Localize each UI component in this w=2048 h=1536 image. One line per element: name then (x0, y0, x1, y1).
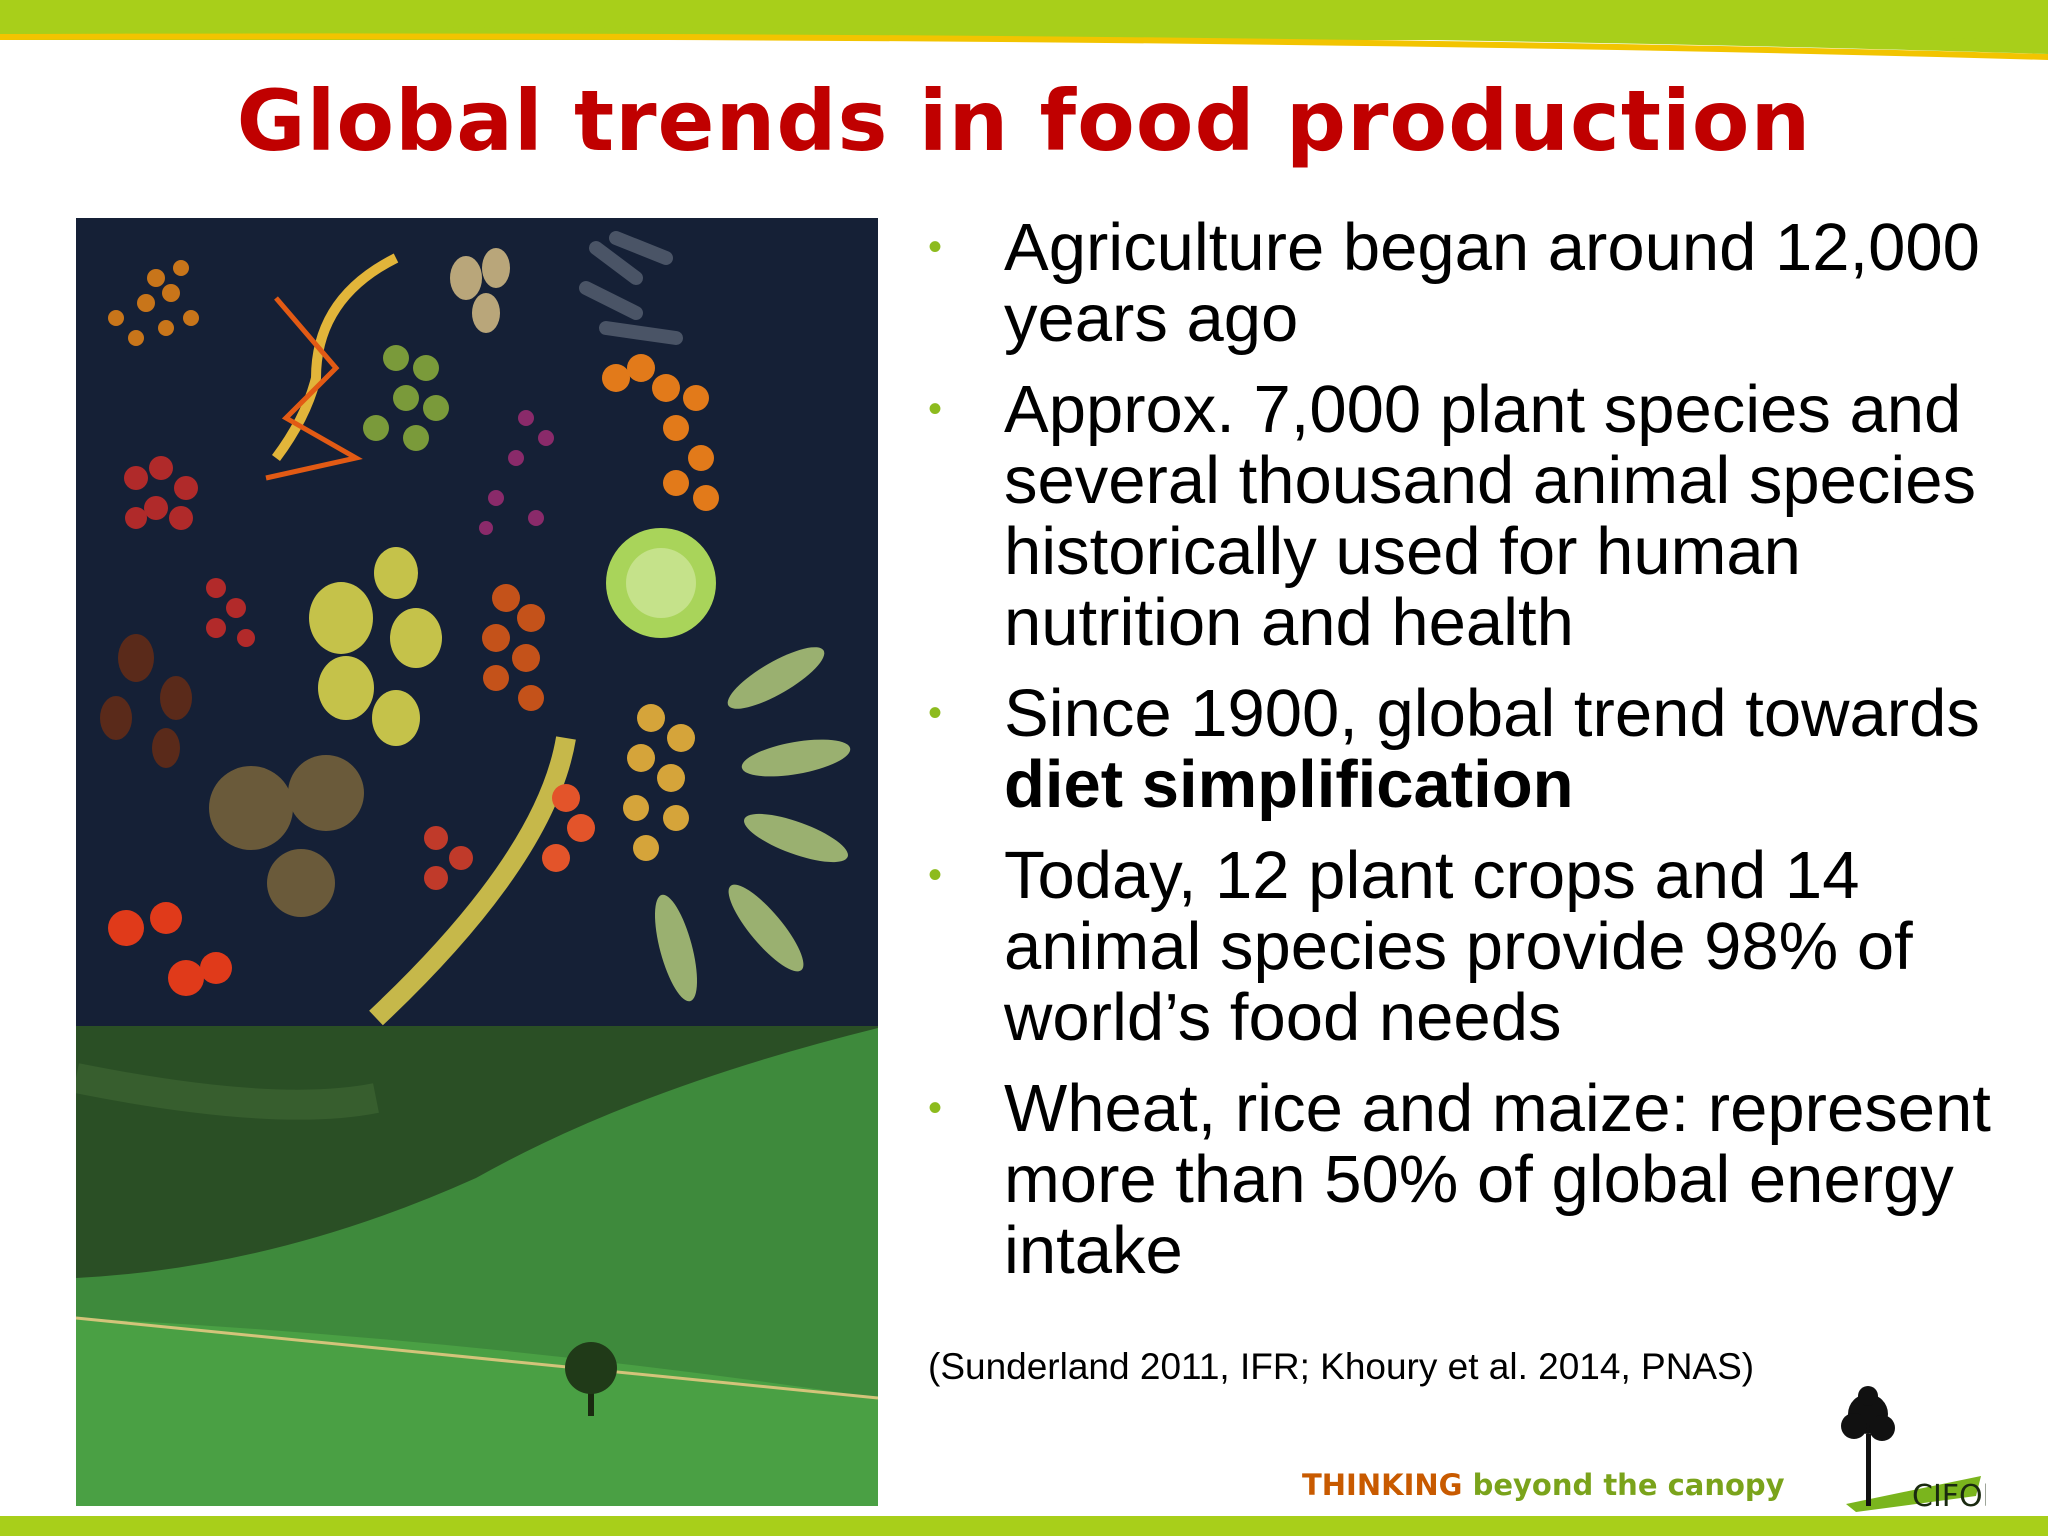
bullet-item: • Since 1900, global trend towards diet s… (928, 678, 2028, 820)
tagline-beyond-canopy: beyond the canopy (1472, 1468, 1785, 1502)
bullet-bold-text: diet simplification (1004, 747, 1574, 822)
bullet-text: Today, 12 plant crops and 14 animal spec… (1004, 838, 1913, 1055)
bullet-dot-icon: • (928, 853, 943, 897)
citation: (Sunderland 2011, IFR; Khoury et al. 201… (928, 1346, 1755, 1387)
bullet-dot-icon: • (928, 691, 943, 735)
bullet-dot-icon: • (928, 225, 943, 269)
bullet-item: • Wheat, rice and maize: represent more t… (928, 1073, 2028, 1286)
bullet-item: • Today, 12 plant crops and 14 animal spe… (928, 840, 2028, 1053)
bullet-text: Wheat, rice and maize: represent more th… (1004, 1071, 1991, 1288)
bullet-dot-icon: • (928, 387, 943, 431)
cifor-logo-icon: CIFOR (1841, 1386, 1986, 1514)
footer-tagline: THINKING beyond the canopy (1302, 1468, 1785, 1502)
slide-title: Global trends in food production (236, 72, 1812, 170)
bullet-text: Approx. 7,000 plant species and several … (1004, 372, 1977, 660)
food-diversity-photo (76, 218, 878, 1506)
bullet-text: Since 1900, global trend towards (1004, 676, 1980, 751)
bullet-item: • Approx. 7,000 plant species and several… (928, 374, 2028, 658)
bullet-dot-icon: • (928, 1086, 943, 1130)
bullet-item: • Agriculture began around 12,000 years a… (928, 212, 2028, 354)
bullet-text: Agriculture began around 12,000 years ag… (1004, 210, 1980, 356)
bottom-decorative-bar (0, 1516, 2048, 1536)
tagline-thinking: THINKING (1302, 1468, 1463, 1502)
logo-text: CIFOR (1912, 1479, 1986, 1514)
bullet-list: • Agriculture began around 12,000 years a… (928, 212, 2028, 1306)
top-decorative-bar (0, 0, 2048, 60)
